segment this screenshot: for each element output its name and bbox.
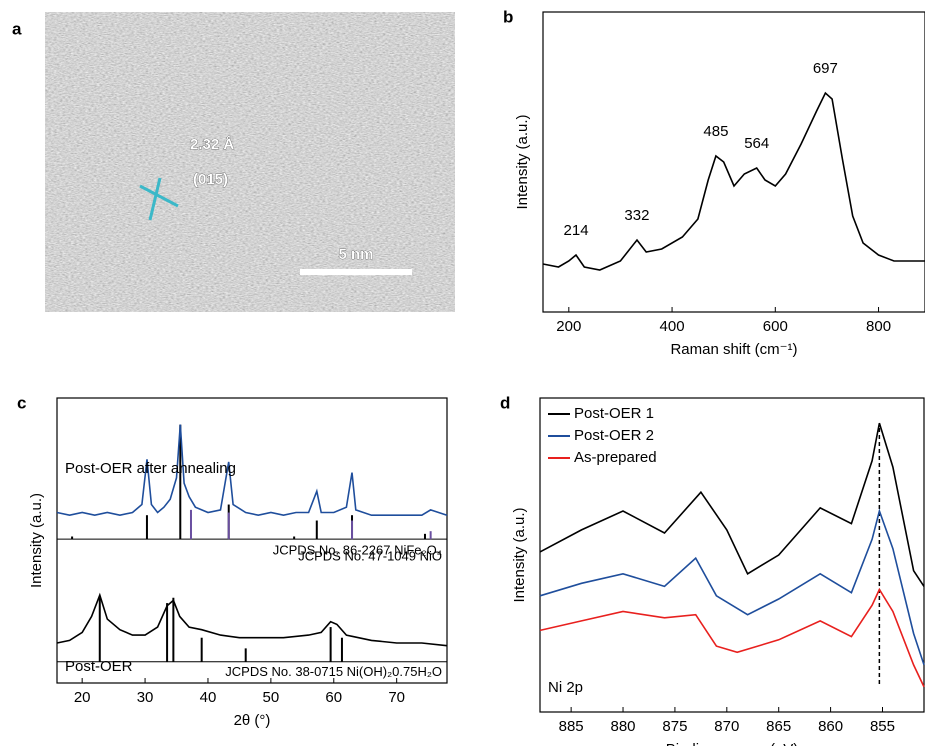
peak-label: 214 bbox=[564, 222, 589, 239]
x-axis-label: Raman shift (cm⁻¹) bbox=[670, 341, 797, 358]
series-line bbox=[56, 592, 448, 647]
x-tick-label: 875 bbox=[662, 718, 687, 735]
series-label: Post-OER bbox=[65, 658, 133, 675]
y-axis-label: Intensity (a.u.) bbox=[514, 114, 531, 209]
reference-label: JCPDS No. 38-0715 Ni(OH)₂0.75H₂O bbox=[225, 664, 442, 679]
x-tick-label: 860 bbox=[818, 718, 843, 735]
panel-label: a bbox=[12, 19, 22, 38]
annotation: Ni 2p bbox=[548, 679, 583, 696]
x-tick-label: 800 bbox=[866, 318, 891, 335]
reference-label: JCPDS No. 47-1049 NiO bbox=[298, 549, 442, 564]
x-tick-label: 30 bbox=[137, 689, 154, 706]
x-tick-label: 600 bbox=[763, 318, 788, 335]
x-tick-label: 50 bbox=[263, 689, 280, 706]
plot-frame bbox=[539, 397, 925, 713]
plot-frame bbox=[542, 11, 925, 313]
lattice-spacing: 2.32 Å bbox=[190, 136, 234, 153]
peak-label: 564 bbox=[744, 135, 769, 152]
x-tick-label: 865 bbox=[766, 718, 791, 735]
x-tick-label: 40 bbox=[200, 689, 217, 706]
y-axis-label: Intensity (a.u.) bbox=[511, 507, 528, 602]
x-tick-label: 400 bbox=[660, 318, 685, 335]
peak-label: 697 bbox=[813, 60, 838, 77]
series-line bbox=[56, 424, 448, 517]
legend-label: As-prepared bbox=[574, 449, 657, 466]
lattice-marker bbox=[139, 177, 179, 221]
x-tick-label: 70 bbox=[388, 689, 405, 706]
x-tick-label: 855 bbox=[870, 718, 895, 735]
legend-label: Post-OER 1 bbox=[574, 405, 654, 422]
legend-label: Post-OER 2 bbox=[574, 427, 654, 444]
panel-label: d bbox=[500, 393, 510, 412]
series-label: Post-OER after annealing bbox=[65, 460, 236, 477]
x-tick-label: 60 bbox=[325, 689, 342, 706]
x-tick-label: 885 bbox=[559, 718, 584, 735]
y-axis-label: Intensity (a.u.) bbox=[28, 493, 45, 588]
x-tick-label: 880 bbox=[611, 718, 636, 735]
plot-frame bbox=[56, 397, 448, 684]
series-line bbox=[539, 422, 925, 587]
lattice-plane: (015) bbox=[193, 171, 228, 188]
series-line bbox=[539, 508, 925, 666]
x-tick-label: 200 bbox=[556, 318, 581, 335]
reference-label: JCPDS No. 86-2267 NiFe₂O₄ bbox=[273, 543, 442, 558]
series-line bbox=[542, 91, 925, 271]
scale-bar-label: 5 nm bbox=[338, 246, 373, 263]
series-line bbox=[539, 587, 925, 688]
peak-label: 332 bbox=[624, 207, 649, 224]
panel-label: b bbox=[503, 7, 513, 26]
tem-texture bbox=[45, 12, 455, 312]
x-tick-label: 870 bbox=[714, 718, 739, 735]
x-tick-label: 20 bbox=[74, 689, 91, 706]
x-axis-label: Binding energy (eV) bbox=[666, 741, 799, 746]
peak-label: 485 bbox=[703, 123, 728, 140]
x-axis-label: 2θ (°) bbox=[234, 712, 271, 729]
panel-label: c bbox=[17, 393, 26, 412]
